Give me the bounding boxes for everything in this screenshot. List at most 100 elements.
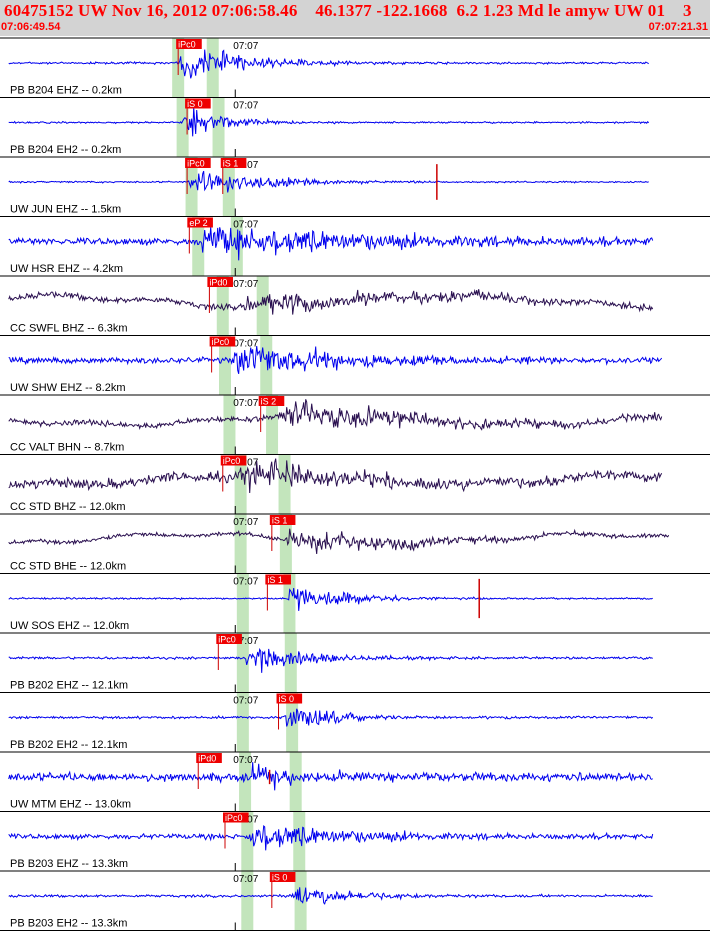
pick-label: eP 2	[189, 218, 207, 228]
waveform-trace	[8, 170, 649, 193]
s-window-band	[286, 692, 299, 752]
waveform-trace	[8, 49, 649, 79]
station-label: PB B202 EHZ -- 12.1km	[10, 680, 128, 692]
pick-box	[187, 217, 213, 228]
p-window-band	[223, 395, 236, 455]
minute-label: 07:07	[233, 517, 258, 528]
s-window-band	[279, 514, 292, 574]
p-window-band	[185, 157, 198, 217]
s-window-band	[266, 395, 279, 455]
s-window-band	[284, 633, 297, 693]
minute-label: 07:07	[233, 398, 258, 409]
minute-label: 07:07	[233, 755, 258, 766]
pick-box	[269, 515, 296, 525]
station-label: PB B204 EH2 -- 0.2km	[10, 144, 121, 156]
waveform-trace	[8, 708, 654, 727]
s-window-band	[278, 454, 291, 514]
pick-label: iS 1	[267, 575, 283, 585]
waveform-trace	[8, 106, 650, 137]
p-window-band	[236, 692, 249, 752]
pick-box	[223, 812, 249, 823]
s-window-band	[283, 573, 296, 633]
waveform-trace	[8, 528, 670, 555]
minute-label: 07:07	[233, 696, 258, 707]
s-window-band	[206, 38, 219, 98]
pick-box	[207, 277, 233, 287]
station-label: CC VALT BHN -- 8.7km	[10, 442, 124, 454]
minute-label: 07:07	[233, 220, 258, 231]
p-window-band	[241, 871, 254, 931]
p-window-band	[216, 276, 229, 336]
pick-label: iS 0	[187, 99, 203, 109]
pick-label: iPd0	[209, 278, 227, 288]
minute-label: 07:07	[233, 577, 258, 588]
end-time-label: 07:07:21.31	[648, 21, 708, 33]
waveform-trace	[8, 346, 663, 375]
minute-label: 07:07	[233, 636, 258, 647]
pick-box	[185, 158, 211, 168]
station-label: PB B202 EH2 -- 12.1km	[10, 739, 127, 751]
header-band	[0, 0, 710, 36]
station-label: PB B204 EHZ -- 0.2km	[10, 85, 122, 97]
waveform-trace	[8, 647, 653, 673]
pick-box	[265, 574, 291, 585]
pick-label: iPd0	[198, 754, 216, 764]
minute-label: 07:07	[233, 41, 258, 52]
station-label: UW HSR EHZ -- 4.2km	[10, 263, 123, 275]
pick-box	[209, 336, 236, 347]
minute-label: 07:07	[233, 101, 258, 112]
s-window-band	[256, 276, 269, 336]
p-window-band	[234, 454, 247, 514]
station-label: UW SHW EHZ -- 8.2km	[10, 382, 126, 394]
pick-box	[220, 158, 247, 168]
pick-label: iPc0	[212, 337, 230, 347]
pick-label: iS 0	[279, 694, 295, 704]
waveform-trace	[8, 887, 653, 905]
waveform-trace	[8, 399, 663, 431]
pick-label: iPc0	[225, 813, 243, 823]
p-window-band	[239, 752, 252, 812]
pick-box	[276, 693, 303, 704]
s-window-band	[212, 97, 225, 157]
station-label: CC STD BHZ -- 12.0km	[10, 501, 126, 513]
pick-box	[216, 634, 242, 644]
p-window-band	[192, 216, 205, 276]
station-label: CC STD BHE -- 12.0km	[10, 561, 126, 573]
pick-label: iPc0	[178, 40, 196, 50]
pick-label: iPc0	[223, 456, 241, 466]
minute-label: 07:07	[233, 279, 258, 290]
p-window-band	[234, 514, 247, 574]
pick-label: iS 0	[272, 873, 288, 883]
p-window-band	[176, 97, 189, 157]
start-time-label: 07:06:49.54	[1, 21, 61, 33]
pick-label: iS 1	[223, 159, 239, 169]
station-label: PB B203 EH2 -- 13.3km	[10, 918, 127, 930]
waveform-trace	[8, 588, 653, 611]
waveform-trace	[8, 458, 663, 494]
station-label: CC SWFL BHZ -- 6.3km	[10, 323, 128, 335]
pick-box	[269, 872, 296, 882]
pick-label: iS 1	[272, 516, 288, 526]
pick-label: iS 2	[261, 397, 277, 407]
waveform-trace	[8, 824, 654, 851]
waveform-trace	[8, 226, 654, 261]
p-window-band	[219, 335, 231, 395]
station-label: UW SOS EHZ -- 12.0km	[10, 620, 129, 632]
s-window-band	[289, 752, 302, 812]
waveform-trace	[8, 288, 654, 315]
pick-box	[176, 39, 202, 49]
event-title: 60475152 UW Nov 16, 2012 07:06:58.46 46.…	[4, 1, 692, 20]
minute-label: 07:07	[233, 339, 258, 350]
pick-box	[258, 396, 285, 406]
station-label: UW JUN EHZ -- 1.5km	[10, 204, 121, 216]
pick-box	[185, 98, 211, 109]
station-label: PB B203 EHZ -- 13.3km	[10, 858, 128, 870]
waveform-trace	[8, 762, 653, 791]
p-window-band	[236, 633, 249, 693]
pick-label: iPc0	[187, 159, 205, 169]
station-label: UW MTM EHZ -- 13.0km	[10, 799, 131, 811]
p-window-band	[236, 573, 249, 633]
pick-box	[196, 753, 222, 763]
p-window-band	[241, 811, 254, 871]
